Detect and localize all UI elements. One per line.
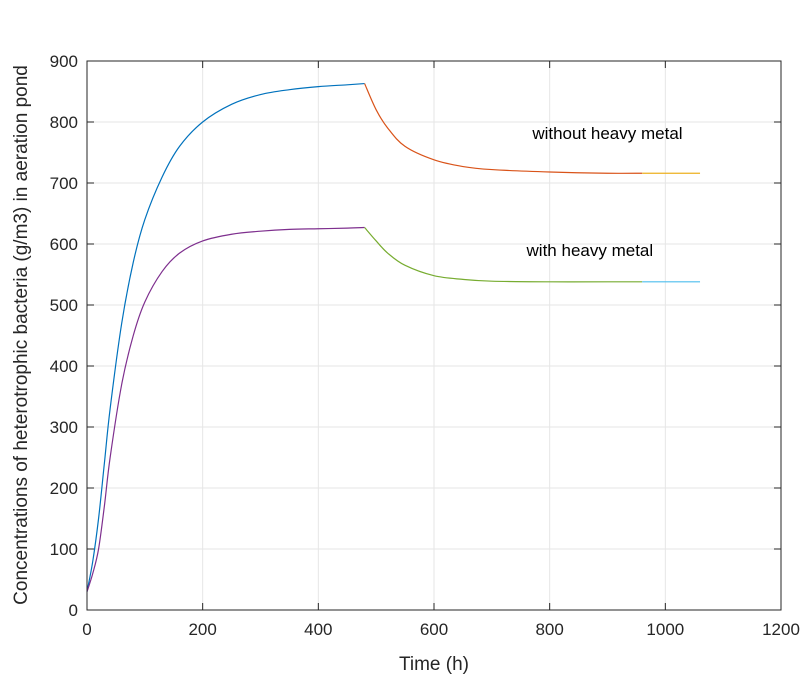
x-tick-label: 200 [188,620,216,639]
x-tick-label: 1000 [646,620,684,639]
y-tick-label: 0 [69,601,78,620]
annotation-1: without heavy metal [531,124,682,143]
annotations: without heavy metal with heavy metal [526,124,683,260]
series-line-5 [364,227,643,283]
y-axis-label: Concentrations of heterotrophic bacteria… [11,65,32,605]
ticks: 0 200 400 600 800 1000 1200 0 100 200 300 400 500 600… [50,52,800,639]
series-group [86,82,701,592]
y-tick-label: 400 [50,357,78,376]
y-tick-label: 100 [50,540,78,559]
annotation-2: with heavy metal [526,241,654,260]
y-tick-label: 200 [50,479,78,498]
x-tick-label: 0 [82,620,91,639]
y-tick-label: 900 [50,52,78,71]
y-tick-label: 700 [50,174,78,193]
y-tick-label: 300 [50,418,78,437]
x-tick-label: 400 [304,620,332,639]
series-line-2 [364,83,643,174]
x-tick-label: 600 [420,620,448,639]
y-tick-label: 800 [50,113,78,132]
x-tick-label: 1200 [762,620,800,639]
x-axis-label: Time (h) [399,654,469,675]
y-tick-label: 500 [50,296,78,315]
series-line-1 [86,82,365,592]
series-line-4 [86,226,365,592]
y-tick-label: 600 [50,235,78,254]
x-tick-label: 800 [535,620,563,639]
